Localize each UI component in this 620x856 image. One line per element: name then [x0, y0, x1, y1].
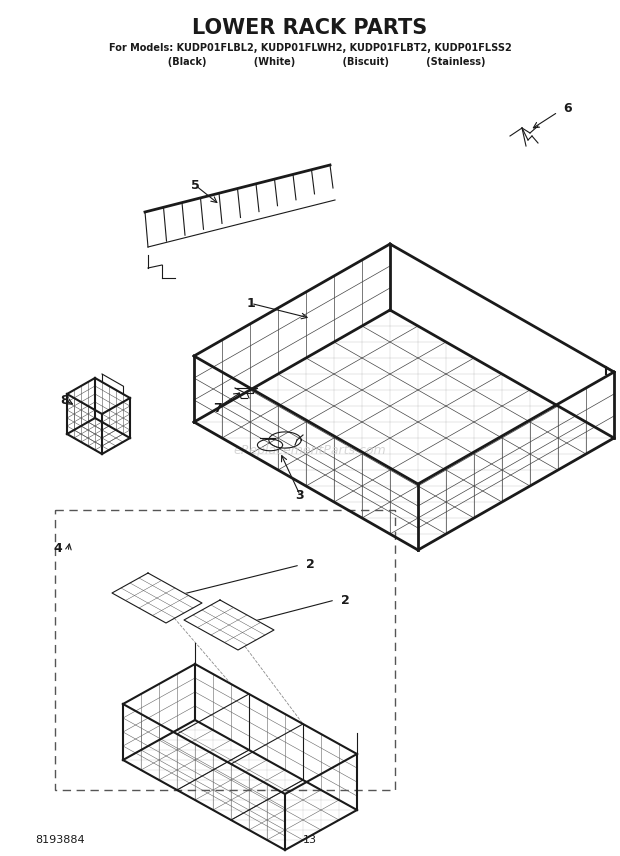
Bar — [55, 510, 395, 790]
Polygon shape — [184, 600, 274, 650]
Polygon shape — [112, 573, 202, 623]
Text: 1: 1 — [247, 297, 255, 310]
Text: (Black)              (White)              (Biscuit)           (Stainless): (Black) (White) (Biscuit) (Stainless) — [135, 57, 485, 67]
Text: 3: 3 — [296, 489, 304, 502]
Text: 8: 8 — [61, 394, 69, 407]
Text: LOWER RACK PARTS: LOWER RACK PARTS — [192, 18, 428, 38]
Text: For Models: KUDP01FLBL2, KUDP01FLWH2, KUDP01FLBT2, KUDP01FLSS2: For Models: KUDP01FLBL2, KUDP01FLWH2, KU… — [108, 43, 511, 53]
Text: 13: 13 — [303, 835, 317, 845]
Text: 2: 2 — [306, 558, 314, 572]
Text: 5: 5 — [190, 179, 200, 192]
Text: 8193884: 8193884 — [35, 835, 84, 845]
Text: eReplacementParts.com: eReplacementParts.com — [234, 443, 386, 456]
Text: 7: 7 — [213, 401, 221, 414]
Text: 4: 4 — [53, 542, 63, 555]
Text: 6: 6 — [564, 102, 572, 115]
Text: 2: 2 — [340, 593, 350, 607]
